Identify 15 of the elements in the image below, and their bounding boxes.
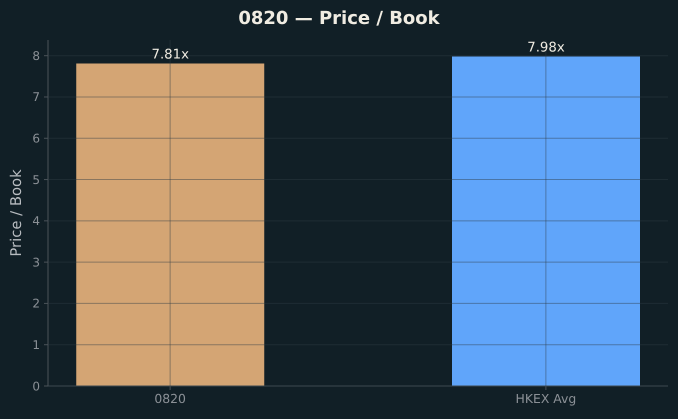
y-tick-label: 2	[32, 296, 40, 311]
chart-title: 0820 — Price / Book	[237, 8, 441, 30]
y-tick-label: 7	[32, 90, 40, 104]
x-tick-label: 0820	[154, 390, 186, 406]
x-tick-label: HKEX Avg	[516, 390, 576, 406]
y-tick-label: 4	[32, 214, 40, 228]
y-tick-label: 5	[32, 172, 40, 187]
y-axis-title: Price / Book	[8, 168, 24, 257]
y-tick-label: 3	[32, 255, 40, 270]
y-tick-label: 6	[32, 132, 40, 146]
data-label: 7.98x	[527, 40, 565, 56]
data-label: 7.81x	[152, 48, 190, 63]
y-tick-label: 1	[32, 338, 40, 352]
y-tick-label: 0	[32, 379, 40, 394]
y-tick-label: 8	[32, 48, 40, 63]
